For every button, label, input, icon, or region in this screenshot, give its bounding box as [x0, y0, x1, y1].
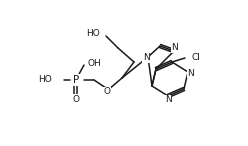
- Text: N: N: [165, 95, 171, 105]
- Text: Cl: Cl: [192, 53, 201, 62]
- Text: P: P: [73, 75, 79, 85]
- Text: O: O: [103, 87, 111, 97]
- Text: OH: OH: [88, 59, 102, 67]
- Text: O: O: [72, 94, 80, 104]
- Text: N: N: [188, 68, 194, 78]
- Text: HO: HO: [86, 28, 100, 38]
- Text: N: N: [143, 53, 149, 62]
- Text: HO: HO: [38, 75, 52, 85]
- Text: N: N: [172, 44, 178, 53]
